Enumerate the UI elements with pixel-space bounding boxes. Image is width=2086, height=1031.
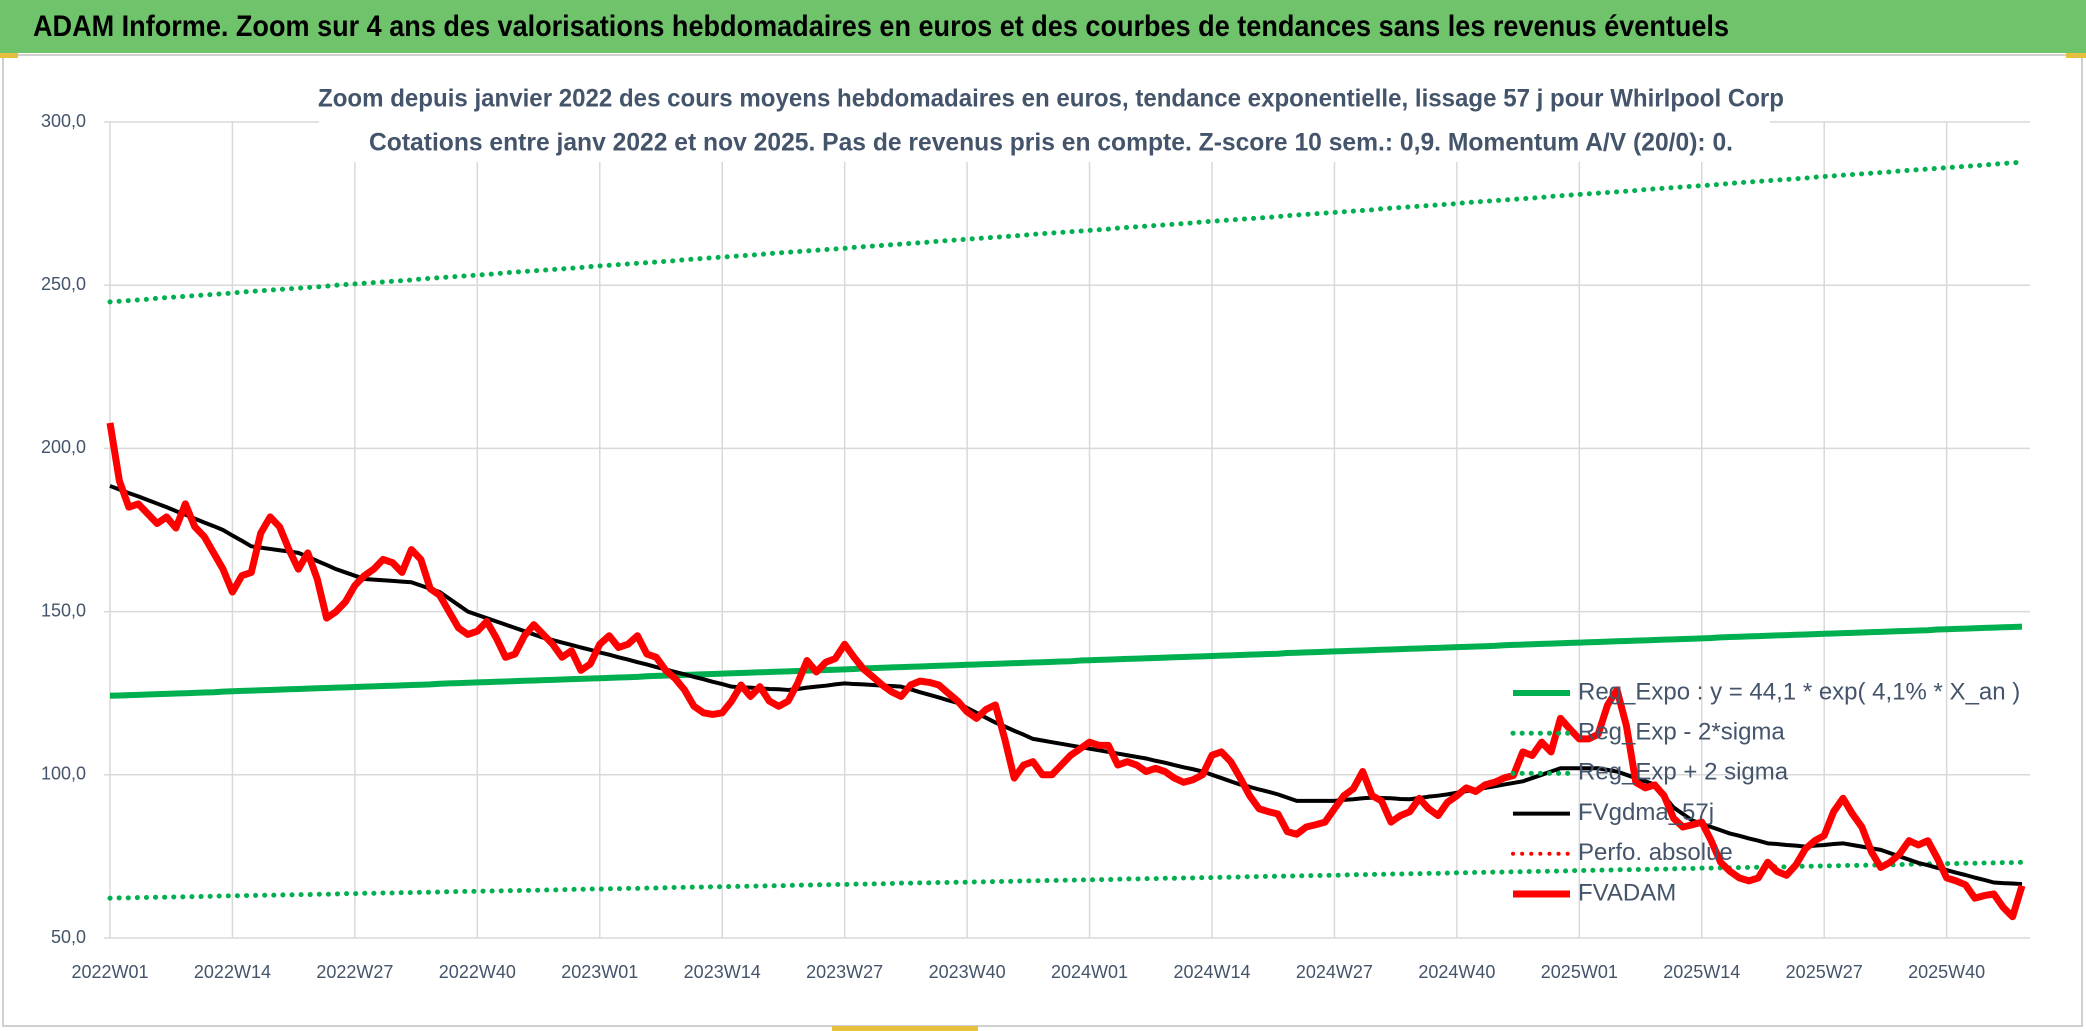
- title-background: [319, 80, 1770, 162]
- x-tick-label: 2024W27: [1296, 962, 1373, 982]
- x-tick-label: 2025W14: [1663, 962, 1740, 982]
- x-tick-label: 2022W40: [439, 962, 516, 982]
- corner-mark: [2066, 53, 2086, 58]
- y-tick-label: 100,0: [41, 764, 86, 784]
- series-line: [109, 623, 2023, 699]
- x-tick-label: 2023W01: [561, 962, 638, 982]
- x-tick-label: 2024W01: [1051, 962, 1128, 982]
- legend-label: Reg_Expo : y = 44,1 * exp( 4,1% * X_an ): [1578, 678, 2020, 705]
- y-tick-label: 250,0: [41, 274, 86, 294]
- x-tick-label: 2022W14: [194, 962, 271, 982]
- y-tick-label: 50,0: [51, 927, 86, 947]
- x-tick-label: 2024W40: [1418, 962, 1495, 982]
- legend-label: Reg_Exp - 2*sigma: [1578, 719, 1785, 746]
- series-line: [107, 159, 2025, 305]
- corner-mark: [0, 53, 18, 58]
- y-tick-label: 200,0: [41, 437, 86, 457]
- x-tick-label: 2023W14: [684, 962, 761, 982]
- chart-title: Zoom depuis janvier 2022 des cours moyen…: [318, 85, 1784, 113]
- x-tick-label: 2023W27: [806, 962, 883, 982]
- chart-frame: [2, 54, 2083, 1027]
- x-tick-label: 2022W27: [316, 962, 393, 982]
- header-bar: [0, 0, 2086, 53]
- legend-label: Reg_Exp + 2 sigma: [1578, 759, 1789, 786]
- legend-label: FVADAM: [1578, 879, 1676, 906]
- x-tick-label: 2023W40: [929, 962, 1006, 982]
- x-tick-label: 2025W40: [1908, 962, 1985, 982]
- legend-label: Perfo. absolue: [1578, 839, 1733, 866]
- x-tick-label: 2022W01: [71, 962, 148, 982]
- plot: 50,0 100,0 150,0 200,0 250,0 300,0 2022W01 2022…: [41, 111, 2030, 982]
- header-title: ADAM Informe. Zoom sur 4 ans des valoris…: [33, 10, 1729, 43]
- chart-subtitle: Cotations entre janv 2022 et nov 2025. P…: [369, 129, 1733, 157]
- x-tick-label: 2024W14: [1173, 962, 1250, 982]
- y-tick-label: 150,0: [41, 600, 86, 620]
- x-tick-label: 2025W01: [1541, 962, 1618, 982]
- series-line: [107, 859, 2025, 901]
- series-line: [106, 422, 2026, 921]
- x-tick-label: 2025W27: [1786, 962, 1863, 982]
- y-tick-label: 300,0: [41, 111, 86, 131]
- legend: Reg_Expo : y = 44,1 * exp( 4,1% * X_an )…: [1510, 678, 2020, 906]
- corner-mark: [832, 1026, 978, 1031]
- legend-label: FVgdma_57j: [1578, 799, 1714, 826]
